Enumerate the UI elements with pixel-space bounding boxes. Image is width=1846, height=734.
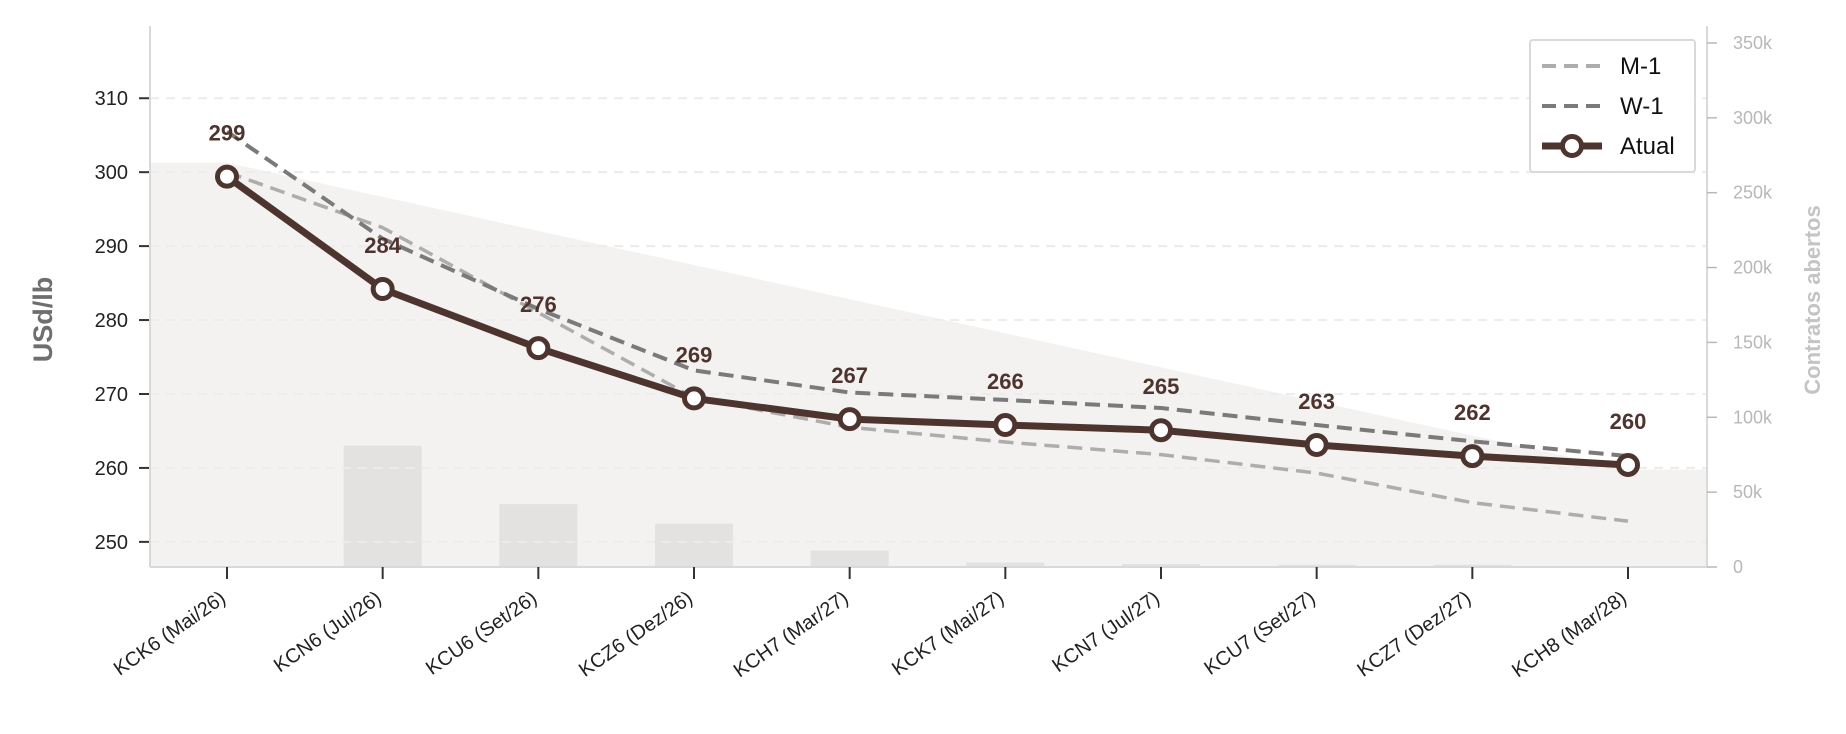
x-tick-label-kcn6-jul-26: KCN6 (Jul/26)	[270, 587, 386, 677]
left-tick-label-280: 280	[95, 310, 128, 332]
data-label-kch8-mar-28: 260	[1610, 409, 1647, 434]
left-tick-label-310: 310	[95, 88, 128, 110]
open-interest-bar-kcu7-set-27	[1277, 564, 1356, 567]
legend-marker-atual	[1560, 134, 1584, 158]
open-interest-bars-layer	[343, 445, 1512, 567]
right-tick-label-300000: 300k	[1733, 108, 1773, 128]
point-atual-kcz7-dez-27	[1460, 444, 1485, 469]
series-line-w-1	[225, 129, 1629, 459]
data-label-kcz6-dez-26: 269	[676, 342, 713, 367]
legend: M-1 W-1 Atual	[1529, 39, 1696, 173]
data-label-kcn7-jul-27: 265	[1143, 374, 1180, 399]
point-atual-kcu6-set-26	[526, 336, 551, 361]
left-tick-label-270: 270	[95, 384, 128, 406]
x-tick-label-kcz6-dez-26: KCZ6 (Dez/26)	[575, 587, 697, 682]
open-interest-bar-kcn7-jul-27	[1122, 564, 1200, 567]
data-label-kch7-mar-27: 267	[831, 363, 868, 388]
open-interest-bar-kcz6-dez-26	[655, 523, 733, 567]
point-atual-kcz6-dez-26	[682, 386, 706, 411]
x-tick-label-kch7-mar-27: KCH7 (Mar/27)	[730, 587, 853, 682]
series-line-m-1	[226, 170, 1629, 523]
left-tick-label-290: 290	[95, 236, 128, 258]
open-interest-bar-kch7-mar-27	[810, 550, 889, 567]
data-labels-layer: 299 284 276 269 267 266 265 263 262 260	[209, 121, 1647, 434]
x-tick-label-kck6-mai-26: KCK6 (Mai/26)	[110, 587, 230, 680]
point-atual-kck7-mai-27	[993, 413, 1018, 438]
x-tick-label-kcz7-dez-27: KCZ7 (Dez/27)	[1353, 587, 1475, 682]
grid-layer	[150, 97, 1707, 543]
left-tick-label-260: 260	[95, 458, 128, 480]
right-tick-label-0: 0	[1733, 557, 1743, 577]
left-tick-label-250: 250	[95, 532, 128, 554]
right-tick-label-250000: 250k	[1733, 183, 1773, 203]
x-tick-label-kcn7-jul-27: KCN7 (Jul/27)	[1048, 587, 1164, 677]
y-axis-title-right: Contratos abertos	[1800, 205, 1825, 394]
data-label-kcu7-set-27: 263	[1298, 389, 1335, 414]
legend-label-atual: Atual	[1620, 133, 1675, 160]
open-interest-area	[150, 162, 1707, 567]
y-axis-title-left: USd/lb	[28, 277, 58, 363]
data-label-kck6-mai-26: 299	[209, 121, 246, 146]
legend-label-w-1: W-1	[1620, 93, 1664, 120]
x-tick-label-kck7-mai-27: KCK7 (Mai/27)	[888, 587, 1008, 680]
x-tick-label-kcu6-set-26: KCU6 (Set/26)	[422, 587, 541, 680]
open-interest-bar-kcn6-jul-26	[343, 445, 422, 567]
point-atual-kch7-mar-27	[837, 407, 862, 432]
data-label-kcu6-set-26: 276	[520, 292, 557, 317]
point-atual-kcn6-jul-26	[370, 276, 395, 301]
right-tick-label-350000: 350k	[1733, 33, 1773, 53]
series-layer	[215, 129, 1640, 523]
point-atual-kcn7-jul-27	[1149, 418, 1173, 443]
x-tick-label-kch8-mar-28: KCH8 (Mar/28)	[1508, 587, 1631, 682]
right-tick-label-200000: 200k	[1733, 258, 1773, 278]
data-label-kck7-mai-27: 266	[987, 369, 1024, 394]
point-atual-kck6-mai-26	[215, 164, 239, 189]
right-tick-label-100000: 100k	[1733, 407, 1773, 427]
series-line-atual	[224, 173, 1629, 469]
right-tick-label-150000: 150k	[1733, 332, 1773, 352]
right-tick-label-50000: 50k	[1733, 482, 1763, 502]
open-interest-bar-kcu6-set-26	[499, 504, 578, 567]
open-interest-area-head	[150, 162, 228, 567]
point-atual-kcu7-set-27	[1304, 433, 1329, 458]
point-atual-kch8-mar-28	[1616, 452, 1640, 477]
data-label-kcz7-dez-27: 262	[1454, 400, 1491, 425]
open-interest-bar-kck7-mai-27	[966, 562, 1045, 567]
legend-label-m-1: M-1	[1620, 53, 1661, 80]
open-interest-area-layer	[150, 162, 1707, 567]
x-tick-label-kcu7-set-27: KCU7 (Set/27)	[1200, 587, 1319, 680]
open-interest-bar-kcz7-dez-27	[1433, 564, 1512, 567]
data-label-kcn6-jul-26: 284	[364, 233, 401, 258]
left-tick-label-300: 300	[95, 162, 128, 184]
